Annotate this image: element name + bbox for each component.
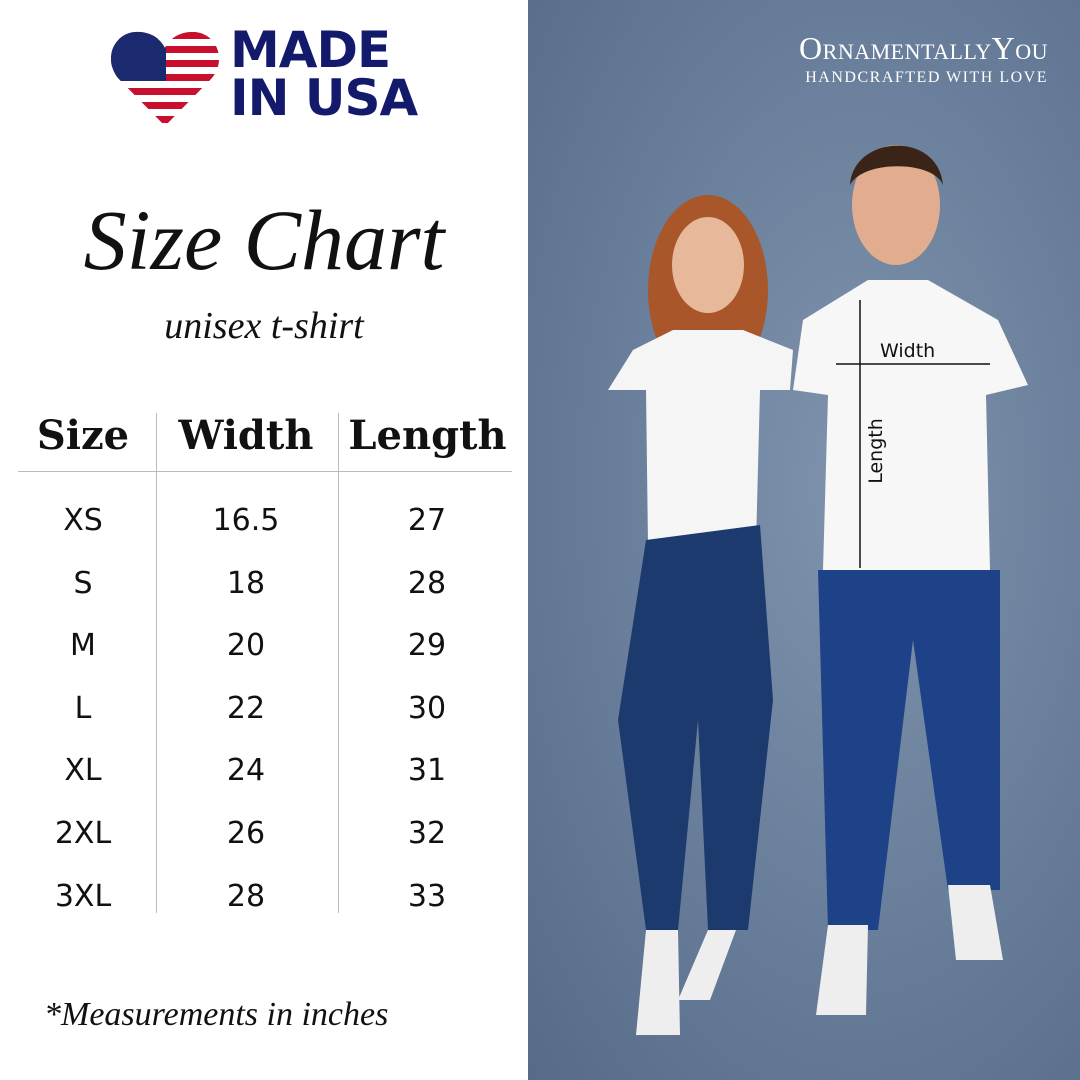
page-title: Size Chart bbox=[83, 192, 445, 288]
length-cell: 28 bbox=[407, 565, 447, 601]
width-cell: 24 bbox=[226, 753, 266, 789]
size-cell: M bbox=[70, 628, 96, 664]
width-cell: 18 bbox=[226, 565, 266, 601]
width-measurement-label: Width bbox=[880, 340, 936, 362]
column-divider bbox=[156, 413, 157, 913]
us-flag-heart-icon bbox=[110, 31, 220, 126]
size-cell: XL bbox=[64, 753, 102, 789]
length-cell: 31 bbox=[407, 753, 447, 789]
width-cell: 26 bbox=[226, 816, 266, 851]
length-cell: 32 bbox=[407, 816, 447, 851]
size-cell: XS bbox=[63, 503, 103, 538]
column-header-size: Size bbox=[36, 412, 130, 459]
badge-line-1: MADE bbox=[230, 21, 391, 79]
width-cell: 20 bbox=[226, 628, 266, 664]
made-in-usa-badge: MADE IN USA bbox=[230, 21, 418, 127]
brand-logo: OrnamentallyYou HANDCRAFTED WITH LOVE bbox=[799, 30, 1048, 87]
length-cell: 29 bbox=[407, 628, 447, 664]
length-cell: 30 bbox=[407, 690, 447, 726]
brand-name: OrnamentallyYou bbox=[799, 30, 1048, 66]
size-cell: 3XL bbox=[54, 878, 112, 914]
page-subtitle: unisex t-shirt bbox=[164, 305, 364, 347]
measurement-note: *Measurements in inches bbox=[44, 996, 389, 1033]
length-cell: 27 bbox=[407, 503, 447, 538]
size-chart-panel: MADE IN USA Size Chart unisex t-shirt Si… bbox=[0, 0, 528, 1080]
length-cell: 33 bbox=[407, 878, 447, 914]
models-illustration bbox=[608, 145, 1028, 1035]
badge-line-2: IN USA bbox=[230, 69, 418, 127]
column-header-length: Length bbox=[348, 412, 507, 459]
header-divider bbox=[18, 471, 512, 472]
size-cell: S bbox=[73, 565, 93, 601]
width-cell: 22 bbox=[226, 690, 266, 726]
width-cell: 16.5 bbox=[212, 503, 280, 538]
size-cell: 2XL bbox=[54, 816, 112, 851]
column-header-width: Width bbox=[178, 412, 314, 459]
column-divider bbox=[338, 413, 339, 913]
width-cell: 28 bbox=[226, 878, 266, 914]
brand-tagline: HANDCRAFTED WITH LOVE bbox=[805, 69, 1048, 86]
model-photo: OrnamentallyYou HANDCRAFTED WITH LOVE Wi… bbox=[528, 0, 1080, 1080]
size-cell: L bbox=[74, 690, 92, 726]
length-measurement-label: Length bbox=[864, 418, 887, 484]
